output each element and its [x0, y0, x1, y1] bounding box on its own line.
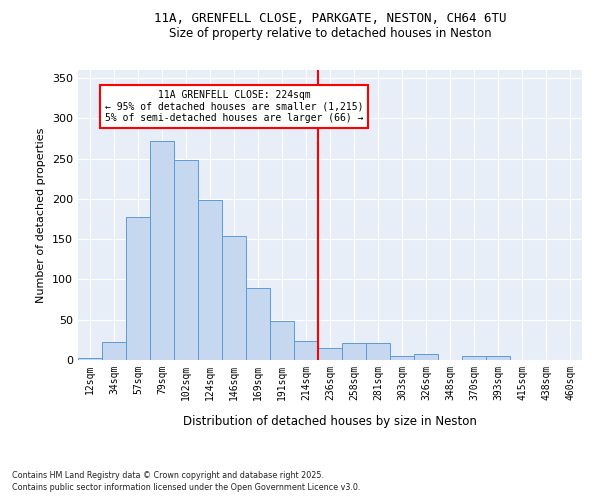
Bar [246, 288, 270, 360]
Bar [126, 216, 150, 360]
Bar [366, 343, 390, 360]
Bar [150, 141, 174, 360]
Text: Distribution of detached houses by size in Neston: Distribution of detached houses by size … [183, 415, 477, 428]
Text: Size of property relative to detached houses in Neston: Size of property relative to detached ho… [169, 28, 491, 40]
Bar [102, 342, 126, 360]
Bar [318, 348, 342, 360]
Y-axis label: Number of detached properties: Number of detached properties [37, 128, 46, 302]
Bar [270, 322, 294, 360]
Bar [342, 343, 366, 360]
Text: 11A, GRENFELL CLOSE, PARKGATE, NESTON, CH64 6TU: 11A, GRENFELL CLOSE, PARKGATE, NESTON, C… [154, 12, 506, 26]
Bar [414, 354, 438, 360]
Bar [174, 160, 198, 360]
Bar [222, 236, 246, 360]
Bar [390, 356, 414, 360]
Bar [198, 200, 222, 360]
Text: Contains HM Land Registry data © Crown copyright and database right 2025.: Contains HM Land Registry data © Crown c… [12, 471, 324, 480]
Bar [462, 356, 486, 360]
Text: Contains public sector information licensed under the Open Government Licence v3: Contains public sector information licen… [12, 484, 361, 492]
Bar [294, 342, 318, 360]
Text: 11A GRENFELL CLOSE: 224sqm
← 95% of detached houses are smaller (1,215)
5% of se: 11A GRENFELL CLOSE: 224sqm ← 95% of deta… [105, 90, 363, 124]
Bar [486, 356, 510, 360]
Bar [78, 358, 102, 360]
